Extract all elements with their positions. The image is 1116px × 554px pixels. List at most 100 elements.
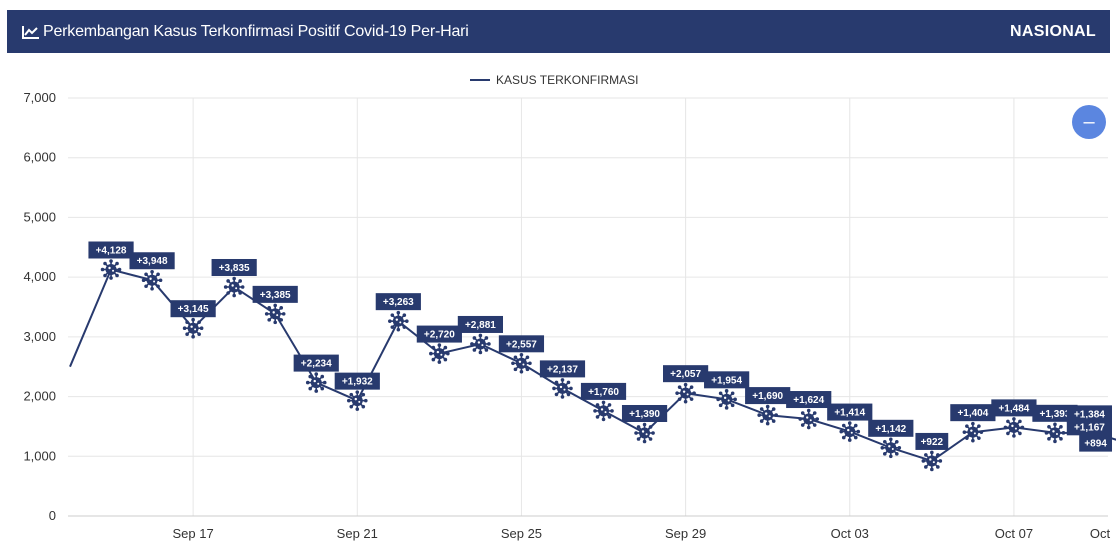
virus-icon[interactable] [470, 333, 491, 355]
zoom-out-button[interactable]: – [1072, 105, 1106, 139]
data-label: +1,393 [1040, 409, 1071, 420]
virus-spike-tip [689, 397, 694, 401]
data-label: +1,404 [957, 408, 988, 419]
virus-spot [399, 321, 402, 324]
virus-spot [641, 430, 645, 433]
virus-spike-tip [1018, 431, 1022, 436]
virus-icon[interactable] [921, 450, 943, 472]
virus-spike-tip [683, 382, 688, 387]
data-label-box [621, 404, 668, 422]
virus-icon[interactable] [141, 269, 163, 291]
virus-spike-tip [322, 380, 327, 385]
virus-icon[interactable] [182, 317, 204, 339]
virus-spike-tip [971, 438, 975, 443]
virus-spike-tip [847, 438, 852, 442]
line-chart-icon [22, 25, 39, 39]
x-tick-label: Oct 07 [995, 526, 1033, 541]
data-label: +1,414 [834, 408, 865, 419]
virus-icon[interactable] [346, 390, 368, 411]
virus-spike-tip [115, 273, 119, 278]
data-label: +1,142 [875, 424, 906, 435]
virus-spike-tip [117, 267, 122, 272]
virus-icon[interactable] [1003, 417, 1025, 438]
data-label: +2,881 [465, 320, 496, 331]
chart-header: Perkembangan Kasus Terkonfirmasi Positif… [7, 10, 1110, 53]
data-label: +894 [1084, 439, 1107, 450]
data-label-box [1066, 418, 1112, 436]
virus-spike-tip [841, 423, 846, 428]
virus-icon[interactable] [757, 404, 778, 426]
virus-spike-tip [683, 399, 688, 404]
virus-spike-tip [484, 336, 489, 340]
virus-icon[interactable] [264, 303, 286, 325]
virus-spot [313, 379, 316, 383]
virus-spike-tip [446, 351, 450, 356]
virus-spike-tip [882, 452, 887, 456]
data-label-box [375, 293, 421, 311]
virus-spike-tip [642, 439, 647, 444]
series-group [69, 259, 1116, 472]
virus-spike-tip [853, 423, 858, 428]
chart-title: Perkembangan Kasus Terkonfirmasi Positif… [43, 22, 469, 40]
virus-core [187, 322, 199, 334]
virus-icon[interactable] [100, 259, 122, 280]
virus-spike-tip [144, 284, 148, 289]
virus-spike-tip [314, 372, 319, 376]
chart-area: 0 1,000 2,000 3,000 4,000 5,000 6,000 7,000 Sep … [0, 53, 1116, 549]
virus-spike-tip [402, 313, 407, 317]
virus-spike-tip [1018, 419, 1022, 424]
virus-spike-tip [554, 380, 559, 385]
virus-spike-tip [402, 325, 407, 329]
data-labels: +4,128 +3,948 +3,145 +3,835 +3,385 +2,234 +1,9… [88, 241, 1112, 452]
virus-icon[interactable] [798, 408, 820, 430]
virus-spot [395, 318, 399, 321]
virus-spike-tip [363, 398, 368, 403]
virus-spike-tip [199, 326, 204, 330]
virus-spot [272, 311, 275, 314]
virus-icon[interactable] [880, 437, 902, 459]
virus-spike-tip [223, 285, 228, 289]
data-label-box [786, 391, 832, 409]
virus-spike-tip [566, 380, 571, 385]
virus-spike-tip [889, 454, 893, 459]
data-label: +1,932 [342, 377, 373, 388]
virus-spike-tip [182, 326, 187, 330]
x-tick-label: Sep 29 [665, 526, 706, 541]
virus-icon[interactable] [962, 421, 984, 443]
virus-core [762, 409, 774, 421]
virus-core [967, 426, 979, 438]
virus-icon[interactable] [675, 382, 696, 404]
virus-icon[interactable] [839, 421, 861, 442]
virus-spike-tip [511, 361, 515, 366]
virus-spike-tip [759, 407, 764, 411]
virus-core [392, 315, 404, 327]
virus-spot [768, 415, 771, 418]
virus-spike-tip [115, 261, 119, 266]
virus-core [1008, 421, 1020, 433]
virus-spike-tip [930, 467, 934, 472]
virus-spike-tip [320, 386, 325, 391]
virus-icon[interactable] [552, 378, 573, 399]
virus-spot [194, 328, 197, 331]
virus-icon[interactable] [716, 389, 737, 410]
virus-icon[interactable] [593, 400, 614, 422]
virus-spike-tip [774, 413, 778, 417]
virus-spike-tip [636, 425, 641, 429]
series-line [69, 268, 1116, 463]
legend[interactable]: KASUS TERKONFIRMASI [470, 73, 638, 87]
virus-spot [645, 433, 648, 436]
virus-spike-tip [431, 357, 436, 362]
virus-spike-tip [765, 421, 770, 426]
virus-spike-tip [267, 306, 271, 310]
virus-icon[interactable] [1044, 422, 1066, 444]
virus-spot [354, 397, 357, 401]
virus-spike-tip [730, 391, 735, 396]
virus-icon[interactable] [429, 343, 450, 364]
virus-icon[interactable] [223, 276, 245, 298]
virus-icon[interactable] [634, 422, 655, 444]
virus-icon[interactable] [511, 353, 532, 374]
virus-icon[interactable] [305, 372, 327, 393]
virus-spike-tip [100, 267, 105, 272]
virus-spot [604, 411, 607, 414]
virus-icon[interactable] [388, 310, 409, 332]
